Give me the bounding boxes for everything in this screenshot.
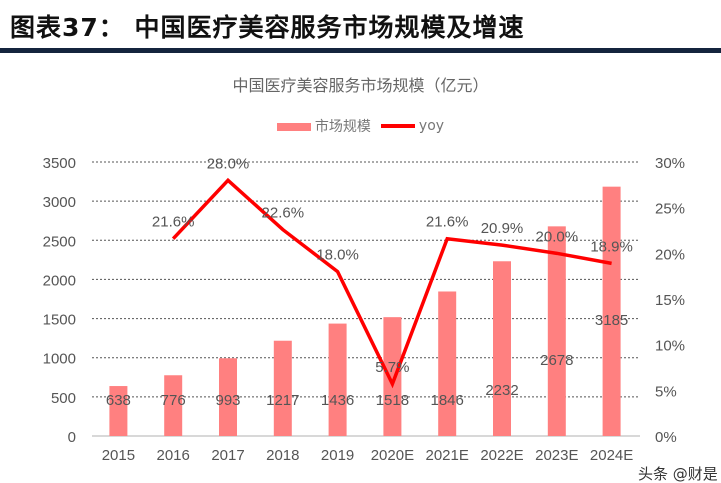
x-tick-label: 2015 <box>102 447 135 464</box>
left-tick-label: 2500 <box>43 233 76 250</box>
yoy-data-label: 18.0% <box>316 247 359 264</box>
bar <box>219 358 237 436</box>
bar-data-label: 3185 <box>595 312 628 329</box>
right-tick-label: 0% <box>655 429 677 446</box>
legend-bar: 市场规模 <box>276 116 371 136</box>
bar <box>438 291 457 436</box>
left-tick-label: 2000 <box>43 272 76 289</box>
right-tick-label: 5% <box>655 383 677 400</box>
x-tick-label: 2016 <box>157 447 190 464</box>
yoy-data-label: 20.9% <box>481 220 524 237</box>
yoy-data-label: 21.6% <box>152 214 195 231</box>
legend-bar-swatch <box>276 123 311 131</box>
yoy-data-label: 18.9% <box>590 238 633 255</box>
left-tick-label: 3000 <box>43 194 76 211</box>
bar <box>383 317 402 436</box>
right-tick-label: 15% <box>655 292 685 309</box>
yoy-data-label: 5.7% <box>375 359 409 376</box>
bar-data-label: 1846 <box>431 392 464 409</box>
bar <box>109 386 128 436</box>
yoy-data-label: 20.0% <box>536 228 579 245</box>
bar-data-label: 993 <box>215 392 240 409</box>
left-tick-label: 500 <box>51 390 76 407</box>
figure-header: 图表37： 中国医疗美容服务市场规模及增速 <box>10 13 525 42</box>
legend-line-swatch <box>380 124 415 128</box>
bar-data-label: 776 <box>161 392 186 409</box>
bar-data-label: 2678 <box>540 352 573 369</box>
bar <box>164 375 183 436</box>
yoy-line <box>171 177 612 389</box>
left-tick-label: 1500 <box>43 312 76 329</box>
bar <box>547 226 566 436</box>
bar-data-label: 1217 <box>266 392 299 409</box>
bar-data-label: 638 <box>106 392 131 409</box>
left-tick-label: 0 <box>68 429 76 446</box>
yoy-data-label: 22.6% <box>262 205 305 222</box>
yoy-data-label: 28.0% <box>207 155 250 172</box>
x-tick-label: 2024E <box>590 447 633 464</box>
right-tick-label: 25% <box>655 201 685 218</box>
right-tick-label: 20% <box>655 246 685 263</box>
legend-line-label: yoy <box>418 118 445 134</box>
left-tick-label: 1000 <box>43 351 76 368</box>
x-tick-label: 2020E <box>371 447 414 464</box>
yoy-data-label: 21.6% <box>426 214 469 231</box>
legend-bar-label: 市场规模 <box>314 119 371 135</box>
x-tick-label: 2018 <box>266 447 299 464</box>
bar-data-label: 2232 <box>485 382 518 399</box>
x-tick-label: 2021E <box>426 447 469 464</box>
legend: 市场规模 yoy <box>0 116 721 136</box>
x-tick-label: 2022E <box>480 447 523 464</box>
legend-line: yoy <box>380 118 445 134</box>
bar <box>273 340 292 436</box>
chart-title: 中国医疗美容服务市场规模（亿元） <box>232 76 489 95</box>
right-tick-label: 10% <box>655 338 685 355</box>
bar <box>493 261 511 436</box>
right-tick-label: 30% <box>655 155 685 172</box>
bar-data-label: 1436 <box>321 392 354 409</box>
bar-data-label: 1518 <box>376 392 409 409</box>
x-tick-label: 2017 <box>211 447 244 464</box>
x-tick-label: 2023E <box>535 447 578 464</box>
header-divider <box>0 48 721 53</box>
x-tick-label: 2019 <box>321 447 354 464</box>
bar <box>602 186 621 436</box>
watermark: 头条 @财是 <box>638 465 718 483</box>
bar <box>328 323 347 436</box>
left-tick-label: 3500 <box>43 155 76 172</box>
